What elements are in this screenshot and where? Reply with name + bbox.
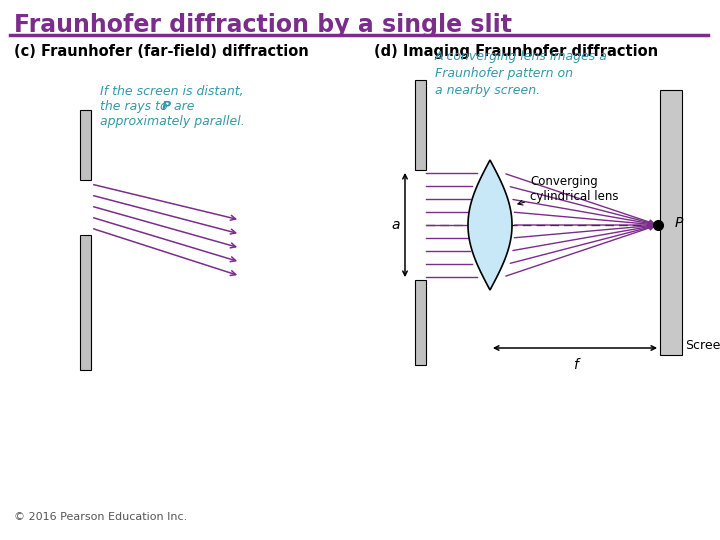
Bar — [80, 110, 91, 180]
Bar — [415, 80, 426, 170]
Bar — [80, 235, 91, 370]
Text: Converging
cylindrical lens: Converging cylindrical lens — [518, 175, 618, 205]
Text: If the screen is distant,: If the screen is distant, — [100, 85, 243, 98]
Bar — [660, 90, 682, 355]
Text: approximately parallel.: approximately parallel. — [100, 115, 245, 128]
Text: P: P — [162, 100, 171, 113]
Text: Fraunhofer diffraction by a single slit: Fraunhofer diffraction by a single slit — [14, 13, 512, 37]
Text: are: are — [170, 100, 194, 113]
Text: a: a — [392, 218, 400, 232]
Text: Screen: Screen — [685, 339, 720, 352]
Text: P: P — [675, 216, 683, 230]
Text: (d) Imaging Fraunhofer diffraction: (d) Imaging Fraunhofer diffraction — [374, 44, 658, 59]
Text: (c) Fraunhofer (far-field) diffraction: (c) Fraunhofer (far-field) diffraction — [14, 44, 309, 59]
Polygon shape — [468, 160, 512, 290]
Text: f: f — [572, 358, 577, 372]
Text: the rays to: the rays to — [100, 100, 171, 113]
Bar — [415, 280, 426, 365]
Text: A converging lens images a
Fraunhofer pattern on
a nearby screen.: A converging lens images a Fraunhofer pa… — [435, 50, 608, 97]
Text: © 2016 Pearson Education Inc.: © 2016 Pearson Education Inc. — [14, 512, 187, 522]
